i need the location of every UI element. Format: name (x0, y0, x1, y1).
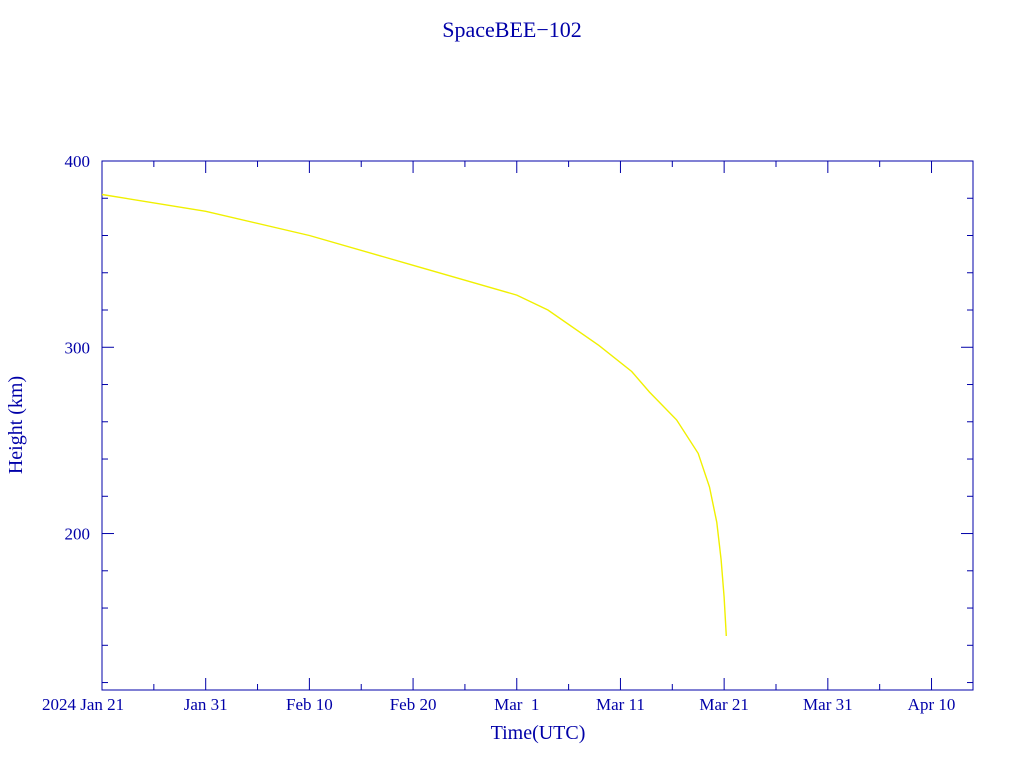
y-tick-labels: 200 300 400 (65, 152, 91, 544)
y-tick-label: 300 (65, 338, 91, 357)
x-tick-label: Feb 10 (286, 695, 333, 714)
chart-title: SpaceBEE−102 (442, 17, 582, 42)
x-tick-label: Mar 21 (699, 695, 749, 714)
y-tick-label: 400 (65, 152, 91, 171)
series-line (101, 193, 727, 637)
x-tick-labels: 2024 Jan 21 Jan 31 Feb 10 Feb 20 Mar 1 Mar 11… (42, 695, 955, 714)
axis-ticks (101, 160, 973, 690)
x-tick-label: Feb 20 (390, 695, 437, 714)
x-tick-label: Mar 1 (494, 695, 539, 714)
y-tick-label: 200 (65, 525, 91, 544)
y-axis-label: Height (km) (5, 376, 27, 474)
x-tick-label: Mar 11 (596, 695, 645, 714)
plot-frame (101, 160, 974, 691)
x-axis-label: Time(UTC) (491, 722, 586, 744)
x-tick-label: Mar 31 (803, 695, 853, 714)
x-tick-label: Apr 10 (908, 695, 956, 714)
x-tick-label: 2024 Jan 21 (42, 695, 124, 714)
x-tick-label: Jan 31 (184, 695, 228, 714)
